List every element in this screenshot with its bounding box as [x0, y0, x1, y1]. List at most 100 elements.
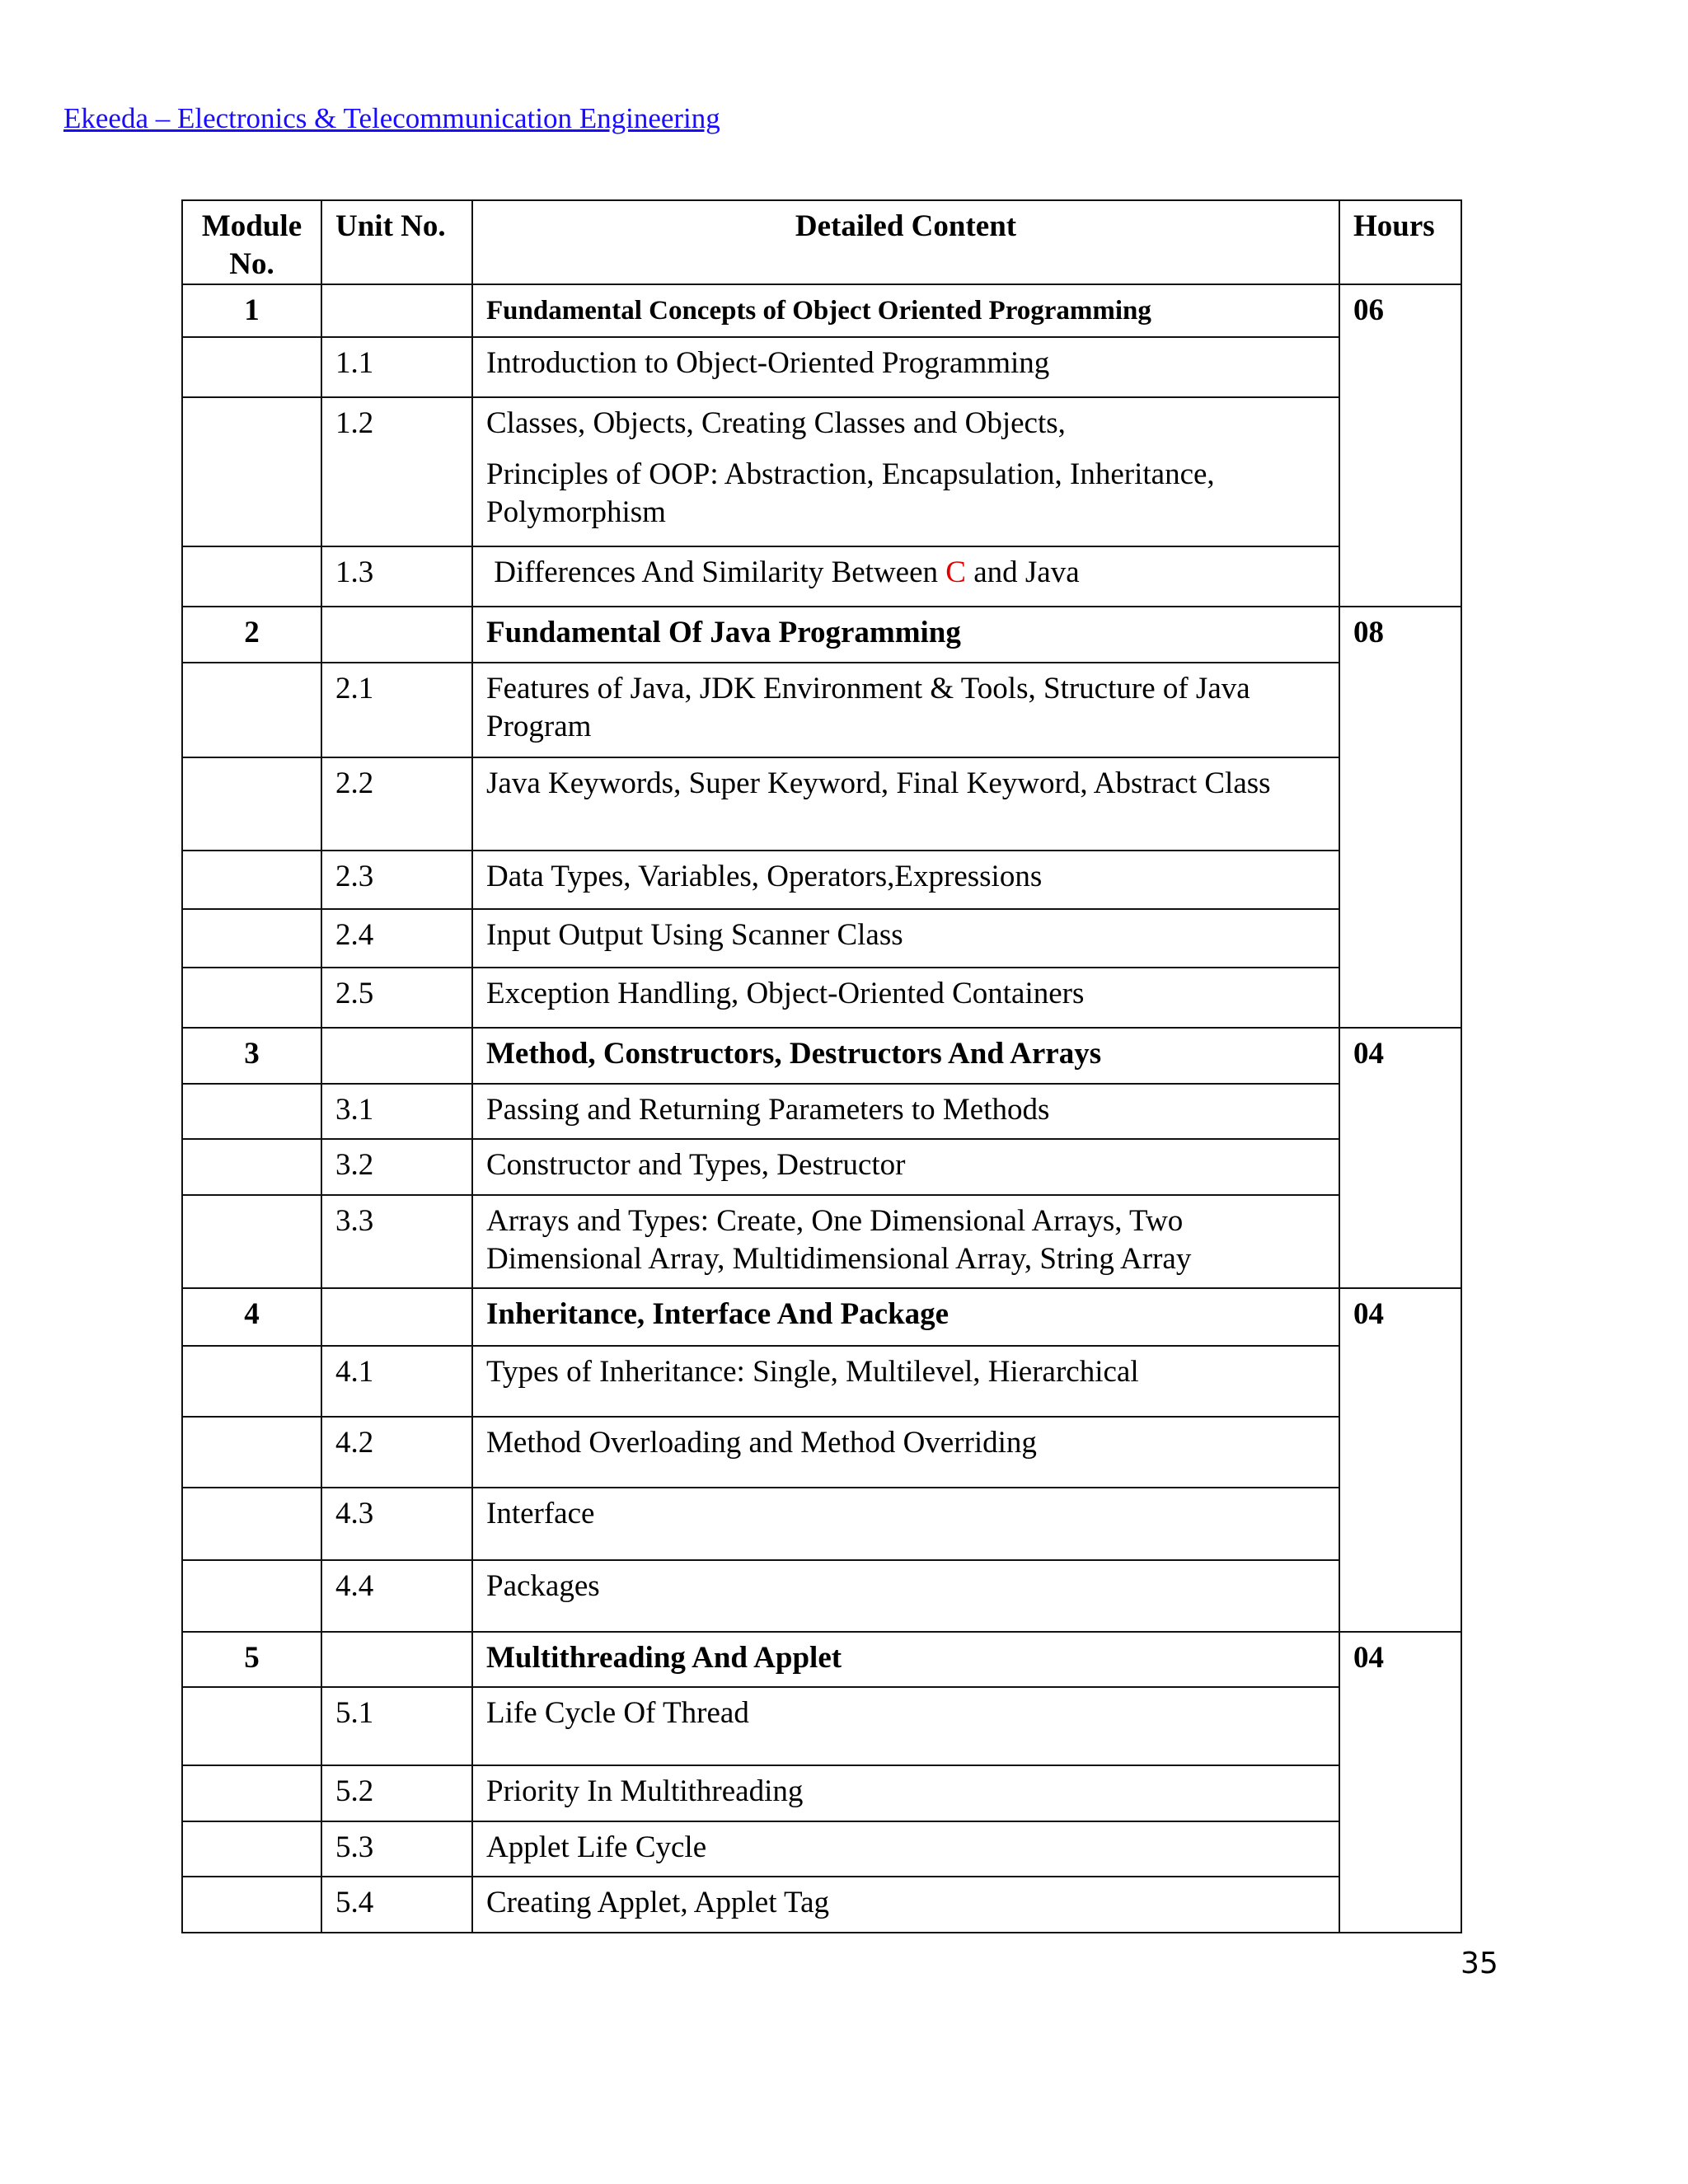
module-number-empty — [181, 757, 322, 851]
unit-number: 5.4 — [321, 1876, 473, 1933]
module-number: 1 — [181, 284, 322, 338]
module-number-empty — [181, 662, 322, 758]
unit-number: 5.2 — [321, 1765, 473, 1822]
unit-row: 2.3 Data Types, Variables, Operators,Expr… — [181, 850, 1461, 910]
unit-content: Features of Java, JDK Environment & Tool… — [471, 662, 1340, 758]
module-number-empty — [181, 908, 322, 968]
unit-content: Passing and Returning Parameters to Meth… — [471, 1083, 1340, 1140]
page-number: 35 — [1461, 1947, 1498, 1980]
unit-text: and Java — [965, 555, 1080, 589]
header-link[interactable]: Ekeeda – Electronics & Telecommunication… — [63, 102, 720, 134]
unit-row: 5.3 Applet Life Cycle — [181, 1821, 1461, 1877]
unit-row: 3.2 Constructor and Types, Destructor — [181, 1138, 1461, 1196]
unit-content: Introduction to Object-Oriented Programm… — [471, 336, 1340, 398]
module-number-empty — [181, 396, 322, 547]
module-number-empty — [181, 546, 322, 607]
unit-number: 2.4 — [321, 908, 473, 968]
module-number-empty — [181, 1559, 322, 1633]
unit-content: Data Types, Variables, Operators,Express… — [471, 850, 1340, 910]
module-number: 2 — [181, 606, 322, 663]
unit-text: Differences And Similarity Between — [486, 555, 946, 589]
unit-number: 4.1 — [321, 1345, 473, 1418]
module-number-empty — [181, 967, 322, 1029]
module-title: Fundamental Concepts of Object Oriented … — [471, 284, 1340, 338]
unit-content: Java Keywords, Super Keyword, Final Keyw… — [471, 757, 1340, 851]
unit-content: Creating Applet, Applet Tag — [471, 1876, 1340, 1933]
unit-content: Method Overloading and Method Overriding — [471, 1416, 1340, 1488]
module-title: Fundamental Of Java Programming — [471, 606, 1340, 663]
module-number: 3 — [181, 1027, 322, 1085]
unit-text: Introduction to Object-Oriented Programm… — [486, 346, 1050, 380]
unit-text: Method Overloading and Method Overriding — [486, 1426, 1037, 1460]
unit-row: 4.4 Packages — [181, 1559, 1461, 1633]
module-title: Multithreading And Applet — [471, 1631, 1340, 1688]
unit-content: Exception Handling, Object-Oriented Cont… — [471, 967, 1340, 1029]
unit-row: 2.5 Exception Handling, Object-Oriented C… — [181, 967, 1461, 1029]
unit-text: Input Output Using Scanner Class — [486, 918, 903, 952]
module-number-empty — [181, 1194, 322, 1289]
module-number-empty — [181, 336, 322, 398]
module-row: 3 Method, Constructors, Destructors And A… — [181, 1027, 1462, 1289]
module-number-empty — [181, 1083, 322, 1140]
module-number-empty — [181, 1416, 322, 1488]
unit-number: 1.1 — [321, 336, 473, 398]
unit-number-empty — [321, 1027, 473, 1085]
unit-text-continued: Principles of OOP: Abstraction, Encapsul… — [486, 457, 1215, 529]
module-row: 1 Fundamental Concepts of Object Oriented… — [181, 284, 1462, 607]
module-number: 5 — [181, 1631, 322, 1688]
highlighted-text: C — [945, 555, 966, 589]
unit-row: 2.4 Input Output Using Scanner Class — [181, 908, 1461, 968]
unit-number: 3.3 — [321, 1194, 473, 1289]
table-header-row: Module No. Unit No. Detailed Content Hou… — [181, 199, 1462, 285]
unit-text: Priority In Multithreading — [486, 1774, 804, 1808]
module-number-empty — [181, 1876, 322, 1933]
unit-text: Constructor and Types, Destructor — [486, 1148, 906, 1182]
unit-content: Packages — [471, 1559, 1340, 1633]
unit-text: Data Types, Variables, Operators,Express… — [486, 860, 1043, 893]
unit-number: 2.3 — [321, 850, 473, 910]
unit-number-empty — [321, 606, 473, 663]
unit-content: Life Cycle Of Thread — [471, 1686, 1340, 1766]
module-number-empty — [181, 1821, 322, 1877]
unit-text: Applet Life Cycle — [486, 1830, 707, 1864]
unit-text: Creating Applet, Applet Tag — [486, 1886, 829, 1919]
module-hours: 04 — [1339, 1287, 1462, 1633]
unit-content: Constructor and Types, Destructor — [471, 1138, 1340, 1196]
unit-number: 4.4 — [321, 1559, 473, 1633]
unit-text: Features of Java, JDK Environment & Tool… — [486, 672, 1250, 743]
unit-text: Exception Handling, Object-Oriented Cont… — [486, 977, 1085, 1010]
unit-text: Classes, Objects, Creating Classes and O… — [486, 406, 1066, 440]
unit-number-empty — [321, 284, 473, 338]
module-number: 4 — [181, 1287, 322, 1347]
unit-text: Life Cycle Of Thread — [486, 1696, 749, 1730]
column-header-unit: Unit No. — [321, 199, 473, 285]
module-row: 5 Multithreading And Applet 04 — [181, 1631, 1462, 1933]
module-row: 4 Inheritance, Interface And Package 04 — [181, 1287, 1462, 1633]
unit-number: 5.3 — [321, 1821, 473, 1877]
syllabus-table: Module No. Unit No. Detailed Content Hou… — [181, 199, 1462, 1933]
unit-text: Interface — [486, 1497, 595, 1530]
unit-row: 4.3 Interface — [181, 1487, 1461, 1561]
unit-row: 5.1 Life Cycle Of Thread — [181, 1686, 1461, 1766]
unit-row: 3.1 Passing and Returning Parameters to M… — [181, 1083, 1461, 1140]
module-hours: 06 — [1339, 284, 1462, 607]
module-number-empty — [181, 1487, 322, 1561]
unit-content: Classes, Objects, Creating Classes and O… — [471, 396, 1340, 547]
unit-content: Input Output Using Scanner Class — [471, 908, 1340, 968]
unit-number: 3.1 — [321, 1083, 473, 1140]
unit-content: Arrays and Types: Create, One Dimensiona… — [471, 1194, 1340, 1289]
unit-row: 4.1 Types of Inheritance: Single, Multile… — [181, 1345, 1461, 1418]
module-number-empty — [181, 1138, 322, 1196]
unit-content: Types of Inheritance: Single, Multilevel… — [471, 1345, 1340, 1418]
unit-number: 1.3 — [321, 546, 473, 607]
unit-content: Applet Life Cycle — [471, 1821, 1340, 1877]
unit-row: 4.2 Method Overloading and Method Overrid… — [181, 1416, 1461, 1488]
module-hours: 04 — [1339, 1027, 1462, 1289]
module-hours: 08 — [1339, 606, 1462, 1029]
unit-number: 4.3 — [321, 1487, 473, 1561]
unit-text: Arrays and Types: Create, One Dimensiona… — [486, 1204, 1192, 1276]
module-number-empty — [181, 1765, 322, 1822]
unit-number: 1.2 — [321, 396, 473, 547]
unit-row: 2.1 Features of Java, JDK Environment & T… — [181, 662, 1461, 758]
unit-row: 1.1 Introduction to Object-Oriented Progr… — [181, 336, 1461, 398]
